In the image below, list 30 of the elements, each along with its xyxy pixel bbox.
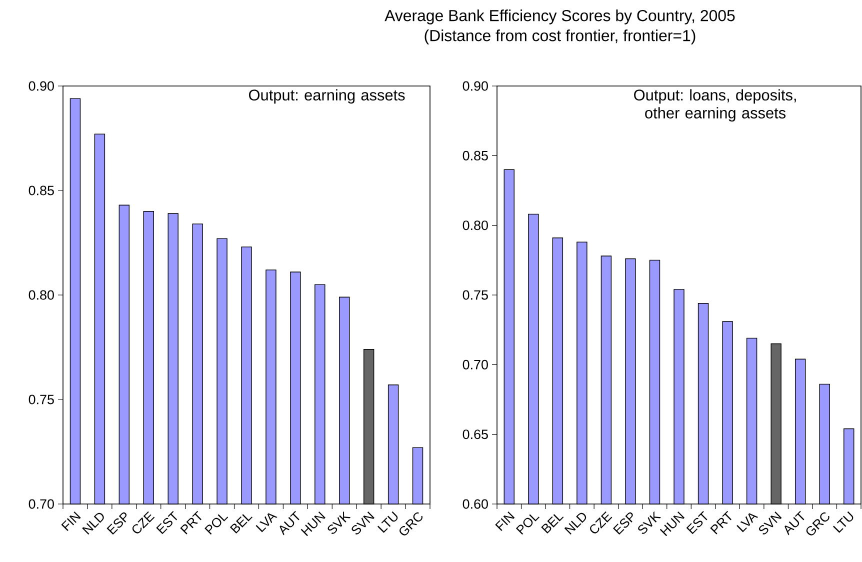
y-tick-label: 0.65 — [462, 430, 488, 440]
y-tick-label: 0.90 — [462, 81, 488, 91]
x-tick-label: LTU — [833, 511, 854, 533]
x-tick-label: FIN — [61, 511, 81, 531]
chart-title: Average Bank Efficiency Scores by Country, 2005 — [384, 10, 735, 24]
y-tick-label: 0.70 — [28, 499, 54, 509]
y-tick-label: 0.80 — [462, 220, 488, 230]
x-tick-label: NLD — [82, 512, 104, 535]
y-tick-label: 0.60 — [462, 499, 488, 509]
x-tick-label: NLD — [564, 512, 586, 535]
chart-subtitle: (Distance from cost frontier, frontier=1) — [424, 30, 696, 44]
x-tick-label: POL — [516, 514, 540, 535]
x-tick-label: BEL — [541, 514, 564, 534]
y-tick-label: 0.70 — [462, 360, 488, 370]
y-tick-label: 0.90 — [28, 81, 54, 91]
x-tick-label: LVA — [736, 513, 758, 532]
x-tick-label: LTU — [377, 511, 398, 533]
y-tick-label: 0.85 — [28, 186, 54, 196]
annotation: Output: loans, deposits, other earning assets — [634, 89, 796, 122]
x-tick-label: LVA — [256, 513, 278, 532]
annotation: Output: earning assets — [248, 89, 405, 104]
x-tick-label: CZE — [590, 511, 612, 534]
y-tick-label: 0.75 — [28, 394, 54, 404]
x-tick-label: POL — [204, 514, 228, 535]
y-tick-label: 0.85 — [462, 150, 488, 160]
x-tick-label: CZE — [132, 511, 155, 534]
y-tick-label: 0.80 — [28, 290, 54, 300]
x-tick-label: FIN — [495, 511, 515, 531]
x-tick-label: BEL — [230, 514, 253, 534]
y-tick-label: 0.75 — [462, 290, 488, 300]
